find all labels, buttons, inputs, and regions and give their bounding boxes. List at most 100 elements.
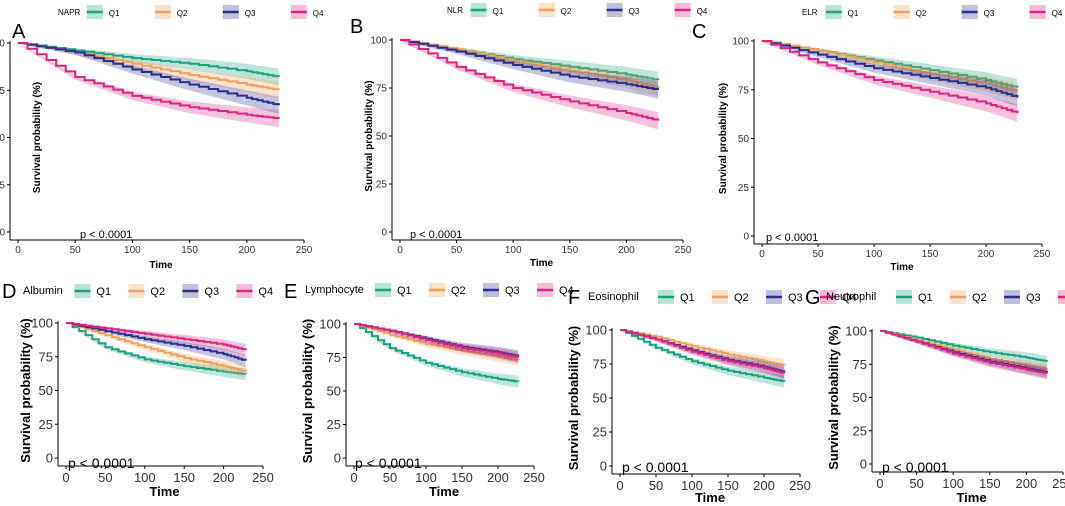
x-axis-label: Time — [695, 490, 725, 505]
x-tick-label: 100 — [415, 470, 437, 485]
x-tick-label: 50 — [383, 470, 397, 485]
y-tick-label: 100 — [319, 317, 341, 332]
legend: Eosinophil Q1 Q2 Q3 Q4 — [588, 290, 857, 304]
panel-g: G Neutrophil Q1 Q2 Q3 Q4 0 50 100 150 200 250 0 25 50 7… — [805, 287, 1065, 505]
x-tick-label: 100 — [866, 249, 883, 260]
y-tick-label: 0 — [46, 451, 53, 466]
y-axis-label: Survival probability (%) — [18, 318, 33, 462]
y-tick-label: 75 — [376, 84, 388, 95]
panel-letter: C — [692, 21, 706, 43]
legend: Neutrophil Q1 Q2 Q3 Q4 — [826, 290, 1065, 304]
y-tick-label: 25 — [0, 180, 5, 191]
x-tick-label: 0 — [876, 476, 883, 491]
x-tick-label: 0 — [759, 249, 765, 260]
legend: ELR Q1 Q2 Q3 Q4 — [802, 5, 1063, 19]
confidence-band — [620, 330, 785, 372]
y-tick-label: 25 — [593, 425, 607, 440]
confidence-band — [400, 40, 659, 97]
confidence-band — [66, 323, 246, 378]
legend-label-q4: Q4 — [258, 286, 273, 298]
x-tick-label: 250 — [1034, 249, 1051, 260]
x-tick-label: 250 — [523, 470, 545, 485]
y-tick-label: 75 — [593, 357, 607, 372]
panel-f: F Eosinophil Q1 Q2 Q3 Q4 0 50 100 150 200 250 0 25 50 7… — [566, 287, 857, 505]
y-axis-label: Survival probability (%) — [32, 82, 43, 193]
p-value-annotation: p < 0.0001 — [622, 459, 689, 475]
y-tick-label: 100 — [0, 39, 5, 50]
p-value-annotation: p < 0.0001 — [355, 455, 422, 471]
panel-letter: E — [284, 281, 297, 303]
x-tick-label: 0 — [616, 478, 623, 493]
legend-label-q1: Q1 — [680, 292, 695, 304]
legend: Lymphocyte Q1 Q2 Q3 Q4 — [305, 283, 574, 297]
panel-d: D Albumin Q1 Q2 Q3 Q4 0 50 100 150 200 250 0 25 50 75 10… — [2, 281, 274, 499]
panel-a: A NAPR Q1 Q2 Q3 Q4 0 50 100 150 200 250 0 25 50 75 100 Ti… — [0, 5, 324, 271]
panel-letter: A — [12, 21, 26, 43]
survival-line — [354, 323, 520, 358]
x-tick-label: 100 — [505, 245, 522, 256]
legend-label-q3: Q3 — [245, 9, 256, 18]
y-tick-label: 75 — [738, 85, 750, 96]
x-tick-label: 50 — [98, 470, 112, 485]
x-axis-label: Time — [429, 484, 459, 499]
p-value-annotation: p < 0.0001 — [68, 455, 135, 471]
y-tick-label: 50 — [327, 384, 341, 399]
legend-title: NLR — [447, 6, 463, 15]
x-axis-label: Time — [149, 260, 173, 271]
panel-e: E Lymphocyte Q1 Q2 Q3 Q4 0 50 100 150 200 250 0 25 50 7… — [284, 281, 574, 499]
survival-line — [18, 42, 280, 106]
y-tick-label: 50 — [376, 132, 388, 143]
y-axis-label: Survival probability (%) — [566, 326, 581, 470]
series-q3 — [761, 40, 1019, 107]
x-tick-label: 200 — [213, 470, 235, 485]
y-tick-label: 50 — [0, 133, 5, 144]
x-tick-label: 200 — [1016, 476, 1038, 491]
x-tick-label: 250 — [789, 478, 811, 493]
x-axis-label: Time — [149, 484, 179, 499]
confidence-band — [354, 324, 519, 363]
survival-line — [66, 322, 247, 361]
x-tick-label: 0 — [15, 245, 21, 256]
p-value-annotation: p < 0.0001 — [882, 459, 949, 475]
p-value-annotation: p < 0.0001 — [766, 232, 818, 244]
series-q4 — [619, 329, 786, 380]
x-tick-label: 50 — [70, 245, 82, 256]
x-tick-label: 50 — [909, 476, 923, 491]
x-tick-label: 200 — [978, 249, 995, 260]
legend-label-q2: Q2 — [972, 292, 987, 304]
x-tick-label: 150 — [181, 245, 198, 256]
y-tick-label: 0 — [743, 232, 749, 243]
series-q4 — [879, 330, 1048, 380]
survival-line — [620, 329, 786, 382]
y-tick-label: 0 — [334, 451, 341, 466]
confidence-band — [66, 323, 246, 367]
y-tick-label: 100 — [732, 37, 749, 48]
legend-label-q4: Q4 — [1052, 9, 1063, 18]
legend-label-q3: Q3 — [204, 286, 219, 298]
y-axis-label: Survival probability (%) — [364, 80, 375, 191]
y-axis-label: Survival probability (%) — [826, 325, 841, 469]
confidence-band — [400, 40, 659, 130]
panel-letter: F — [568, 287, 580, 309]
legend-label-q3: Q3 — [1026, 292, 1041, 304]
p-value-annotation: p < 0.0001 — [410, 229, 462, 241]
series-q4 — [761, 40, 1019, 122]
y-tick-label: 100 — [370, 36, 387, 47]
x-axis-label: Time — [530, 258, 554, 269]
x-tick-label: 100 — [124, 245, 141, 256]
y-tick-label: 75 — [327, 350, 341, 365]
legend-label-q1: Q1 — [96, 286, 111, 298]
y-tick-label: 100 — [845, 324, 867, 339]
legend-label-q2: Q2 — [916, 9, 927, 18]
x-tick-label: 50 — [812, 249, 824, 260]
x-tick-label: 150 — [979, 476, 1001, 491]
legend-label-q1: Q1 — [493, 7, 504, 16]
legend-title: Albumin — [23, 285, 63, 297]
confidence-band — [400, 40, 659, 99]
y-tick-label: 0 — [860, 457, 867, 472]
confidence-band — [18, 43, 279, 114]
confidence-band — [18, 43, 279, 128]
legend-label-q2: Q2 — [150, 286, 165, 298]
x-axis-label: Time — [956, 490, 986, 505]
